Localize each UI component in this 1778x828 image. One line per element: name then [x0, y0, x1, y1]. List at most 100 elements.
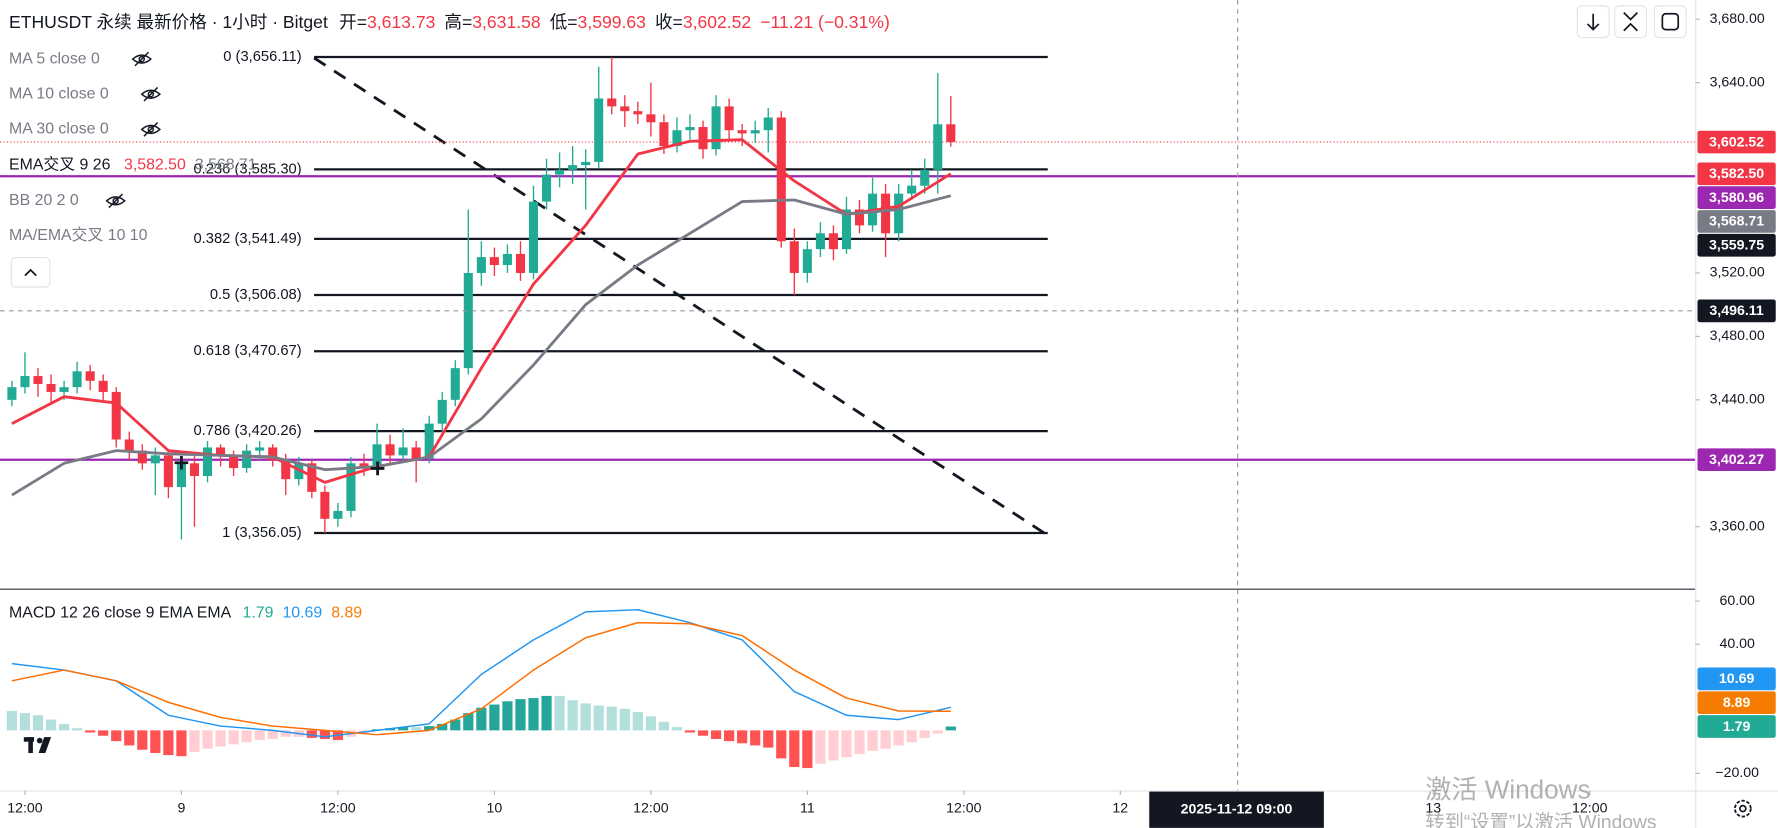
fib-label: 0.382 (3,541.49) [193, 231, 301, 247]
button-collapse[interactable] [1614, 5, 1648, 39]
histogram-bar [202, 730, 213, 749]
histogram-bar [567, 700, 578, 731]
macd-line [11, 621, 951, 736]
y-tick-label: 3,680.00 [1710, 11, 1765, 27]
histogram-bar [658, 721, 670, 731]
ema-name: EMA交叉 9 26 [9, 156, 111, 174]
candle-body [841, 209, 852, 250]
histogram-bar [932, 730, 943, 734]
collapse-button[interactable] [10, 256, 51, 288]
candle-body [476, 257, 486, 273]
histogram-bar [854, 730, 865, 755]
candle-body [59, 387, 69, 392]
candle-body [163, 455, 173, 488]
button-maximize[interactable] [1653, 5, 1687, 39]
histogram-bar [19, 713, 31, 731]
x-tick-label: 12:00 [1572, 800, 1608, 816]
logo [23, 737, 52, 754]
histogram-bar [606, 706, 617, 731]
histogram-bar [45, 719, 57, 731]
candle-body [776, 117, 786, 242]
candle-body [124, 439, 134, 451]
x-tick-label: 12:00 [7, 800, 43, 816]
histogram-bar [645, 716, 656, 731]
fib-label: 1 (3,356.05) [222, 525, 301, 541]
histogram-bar [6, 710, 18, 731]
price-label: 3,568.71 [1709, 214, 1764, 230]
ohlc-key: 开= [339, 11, 367, 31]
trend-line [313, 56, 1049, 537]
price-label-box [1697, 210, 1776, 233]
candle-body [907, 185, 917, 194]
candle-body [189, 463, 200, 476]
candle-body [542, 174, 552, 202]
histogram-bar [776, 730, 787, 759]
price-label-box [1697, 715, 1776, 738]
histogram-bar [710, 730, 722, 739]
signal-value: 8.89 [331, 605, 362, 622]
x-tick-label: 12 [1112, 800, 1128, 816]
x-tick-label: 12:00 [320, 800, 356, 816]
histogram-bar [463, 713, 474, 731]
histogram-bar [137, 730, 148, 750]
y-tick-label: 3,360.00 [1710, 519, 1765, 535]
ohlc-value: 3,613.73 [367, 11, 435, 31]
y-tick-label: 3,440.00 [1710, 392, 1765, 408]
price-label: 10.69 [1719, 671, 1755, 687]
histogram-bar [789, 730, 800, 767]
price-label: 3,559.75 [1709, 238, 1764, 254]
histogram-bar [450, 719, 461, 731]
settings-icon[interactable] [1734, 799, 1752, 818]
change: −11.21 (−0.31%) [760, 11, 890, 31]
button-down[interactable] [1576, 5, 1610, 39]
crosshair-time-box [1149, 791, 1324, 828]
candle-body [933, 124, 943, 170]
candle-body [711, 106, 721, 150]
histogram-bar [176, 730, 187, 757]
histogram-bar [32, 715, 44, 731]
histogram-bar [841, 730, 852, 758]
candle-body [646, 114, 656, 123]
candle-body [111, 391, 121, 440]
histogram-bar [893, 730, 904, 746]
ema-value: 3,568.71 [195, 157, 257, 174]
candle-body [137, 450, 147, 464]
price-label-box [1697, 186, 1776, 209]
candle-body [528, 201, 539, 273]
crosshair-price: 3,496.11 [1709, 303, 1763, 319]
candle-body [607, 98, 617, 107]
symbol: ETHUSDT 永续 最新价格 · 1小时 · Bitget [9, 11, 328, 31]
candle-body [672, 130, 682, 147]
candle-body [789, 241, 799, 273]
main-pane: 0 (3,656.11) 0.236 (3,585.30) 0.382 (3,541… [0, 49, 1696, 541]
histogram-bar [737, 730, 748, 744]
candle-body [20, 376, 30, 388]
cross-marker [370, 461, 385, 476]
histogram-bar [150, 730, 161, 753]
fib-label: 0.618 (3,470.67) [193, 343, 301, 359]
histogram-bar [58, 723, 70, 731]
fib-label: 0.786 (3,420.26) [193, 423, 301, 439]
macd-title: MACD 12 26 close 9 EMA EMA [9, 605, 232, 622]
ohlc-key: 低= [550, 11, 578, 31]
y-tick-label: 3,480.00 [1710, 328, 1765, 344]
price-label: 1.79 [1723, 719, 1751, 735]
histogram-bar [267, 730, 278, 739]
price-label-box [1697, 448, 1776, 472]
histogram-bar [241, 730, 252, 743]
ohlc-value: 3,602.52 [683, 11, 751, 31]
candle-body [515, 253, 526, 273]
histogram-bar [684, 730, 696, 733]
ohlc-value: 3,599.63 [578, 11, 646, 31]
macd-pane [6, 608, 956, 769]
price-label-box [1697, 691, 1776, 715]
histogram-bar [111, 730, 122, 742]
candle-body [920, 169, 930, 186]
candle-body [281, 460, 291, 480]
candle-body [150, 455, 160, 464]
candle-body [894, 193, 904, 234]
y-tick-label: −20.00 [1715, 765, 1759, 781]
fib-label: 0 (3,656.11) [223, 49, 301, 65]
